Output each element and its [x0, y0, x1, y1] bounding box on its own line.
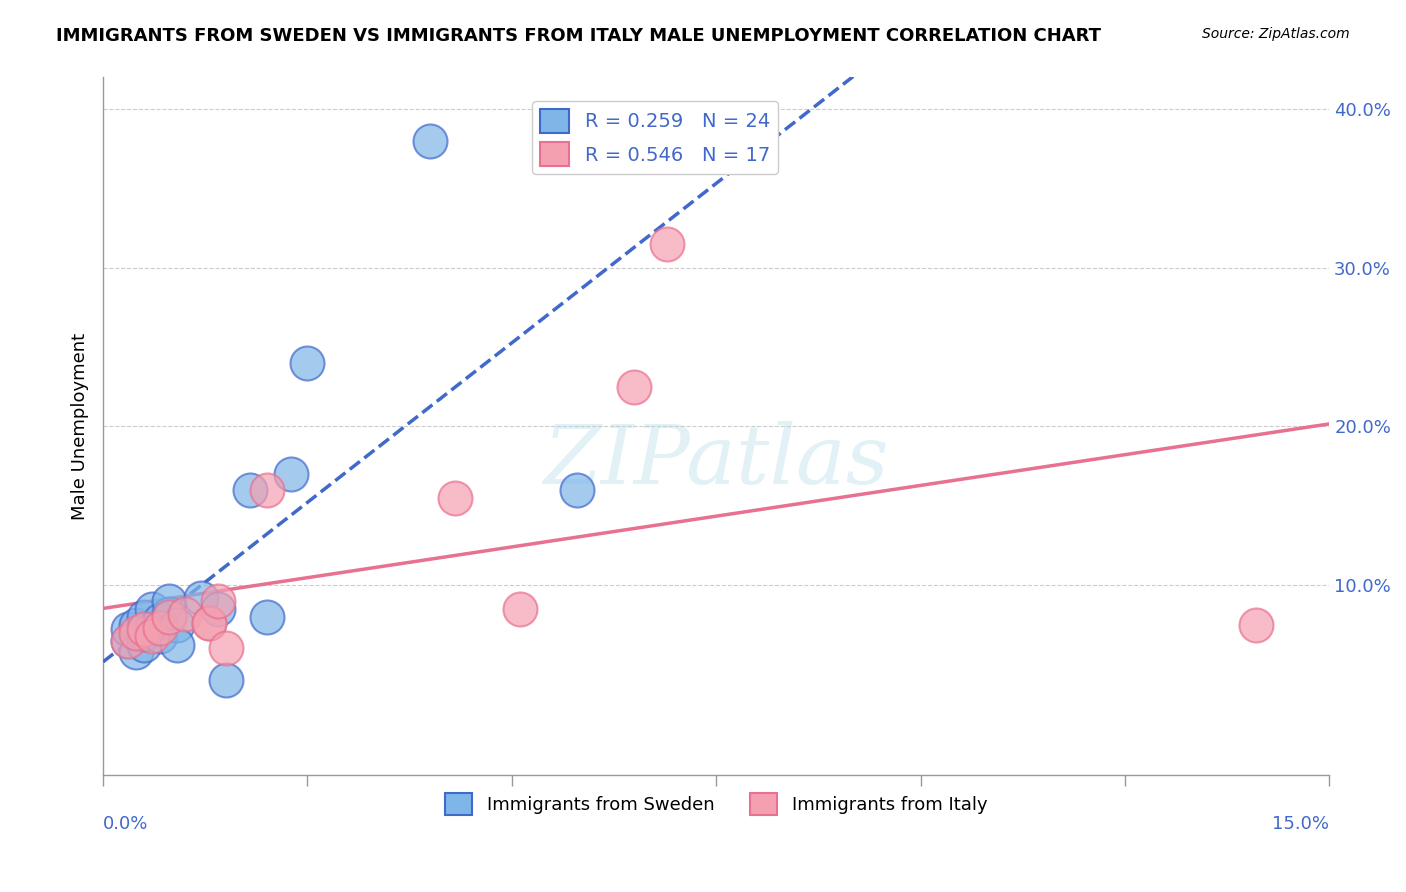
Point [117, 623, 139, 637]
Point [190, 591, 212, 605]
Point [149, 629, 172, 643]
Point [157, 594, 180, 608]
Point [297, 356, 319, 370]
Point [256, 609, 278, 624]
Text: Source: ZipAtlas.com: Source: ZipAtlas.com [1202, 27, 1350, 41]
Point [207, 594, 229, 608]
Point [132, 623, 155, 637]
Point [215, 673, 238, 688]
Point [509, 602, 531, 616]
Point [132, 627, 155, 641]
Point [419, 134, 441, 148]
Point [141, 629, 163, 643]
Point [239, 483, 262, 497]
Point [117, 633, 139, 648]
Point [443, 491, 465, 505]
Point [198, 616, 221, 631]
Point [132, 638, 155, 652]
Point [166, 617, 188, 632]
Point [125, 625, 148, 640]
Text: ZIPatlas: ZIPatlas [544, 421, 889, 501]
Point [623, 380, 645, 394]
Point [125, 645, 148, 659]
Point [280, 467, 302, 481]
Point [149, 621, 172, 635]
Legend: Immigrants from Sweden, Immigrants from Italy: Immigrants from Sweden, Immigrants from … [437, 786, 994, 822]
Point [157, 607, 180, 621]
Point [207, 602, 229, 616]
Point [215, 641, 238, 656]
Text: 15.0%: 15.0% [1272, 815, 1329, 833]
Point [149, 613, 172, 627]
Point [117, 633, 139, 648]
Point [141, 602, 163, 616]
Text: 0.0%: 0.0% [103, 815, 149, 833]
Y-axis label: Male Unemployment: Male Unemployment [72, 333, 89, 520]
Point [132, 609, 155, 624]
Point [173, 607, 195, 621]
Text: IMMIGRANTS FROM SWEDEN VS IMMIGRANTS FROM ITALY MALE UNEMPLOYMENT CORRELATION CH: IMMIGRANTS FROM SWEDEN VS IMMIGRANTS FRO… [56, 27, 1101, 45]
Point [166, 638, 188, 652]
Point [256, 483, 278, 497]
Point [567, 483, 589, 497]
Point [141, 621, 163, 635]
Point [125, 617, 148, 632]
Point [657, 237, 679, 252]
Point [157, 609, 180, 624]
Point [198, 616, 221, 631]
Point [1244, 617, 1267, 632]
